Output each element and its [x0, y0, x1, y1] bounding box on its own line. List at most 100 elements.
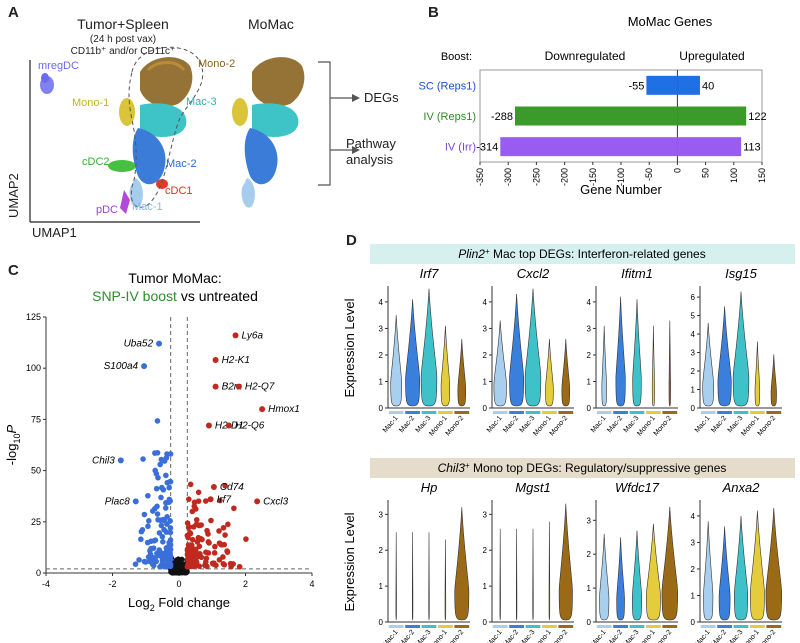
- output-analysis: analysis: [346, 152, 393, 167]
- violin-group-label: Mono-1: [636, 629, 657, 643]
- chart-c-point-up: [236, 563, 243, 570]
- violin-ytick-label: 3: [379, 510, 384, 519]
- chart-c-point-up: [204, 563, 210, 570]
- chart-c-gene-label: Irf7: [217, 494, 232, 505]
- violin-group-label: Mac-2: [398, 415, 416, 434]
- chart-c-point-down: [154, 511, 161, 517]
- chart-c-gene-label: Hmox1: [268, 404, 300, 415]
- chart-c-point-down: [145, 523, 151, 530]
- violin-ytick-label: 5: [691, 312, 696, 321]
- banner-regulatory: [370, 458, 795, 478]
- violin-shape: [440, 325, 451, 407]
- violin-group-bar: [509, 625, 524, 628]
- violin-gene-title: Ifitm1: [621, 266, 653, 281]
- chart-c-point-down: [166, 559, 173, 565]
- violin-ytick-label: 0: [483, 618, 488, 627]
- bracket: [318, 61, 331, 186]
- chart-c-point-up: [199, 536, 205, 543]
- violin-group-bar: [525, 625, 541, 628]
- chart-c-point-down: [167, 529, 174, 536]
- label-mregdc: mregDC: [38, 60, 79, 72]
- label-pdc: pDC: [96, 204, 119, 216]
- violin-ytick-label: 4: [691, 330, 696, 339]
- chart-c-point-labeled: [254, 498, 261, 505]
- chart-c-point-down: [158, 522, 165, 529]
- violin-group-bar: [733, 411, 749, 414]
- violin-ytick-label: 2: [587, 550, 592, 559]
- chart-c-point-labeled: [132, 498, 139, 505]
- violin-ytick-label: 3: [483, 324, 488, 333]
- chart-c-point-down: [153, 485, 160, 492]
- violin-shape: [703, 521, 714, 621]
- momac-umap-clusters: [232, 57, 305, 208]
- chart-c-gene-label: B2m: [222, 382, 243, 393]
- chart-b-down-value: -288: [491, 111, 513, 123]
- chart-c-xlabel: Log2 Fold change: [128, 595, 230, 613]
- chart-c-point-down: [148, 545, 154, 552]
- violin-group-bar: [613, 411, 628, 414]
- violin-ytick-label: 1: [379, 582, 384, 591]
- cluster-cdc2-points: [108, 160, 136, 172]
- violin-shape: [493, 320, 507, 407]
- chart-c-point-down: [161, 517, 167, 524]
- cluster-mono2-points: [140, 57, 193, 107]
- violin-shape: [615, 296, 626, 407]
- chart-c-point-down: [136, 557, 142, 563]
- chart-b-tick-label: -200: [560, 168, 570, 186]
- violin-group-label: Mac-2: [710, 629, 728, 643]
- chart-c-point-up: [216, 528, 222, 534]
- violin-group-bar: [421, 411, 437, 414]
- violin-ytick-label: 1: [587, 584, 592, 593]
- chart-c-point-down: [152, 555, 158, 562]
- violin-group-bar: [596, 411, 612, 414]
- chart-c-point-labeled: [141, 363, 148, 370]
- chart-c-point-up: [222, 482, 228, 489]
- chart-c-point-down: [158, 456, 165, 463]
- violin-group-bar: [662, 411, 678, 414]
- chart-c-point-ns: [180, 563, 186, 569]
- violin-group-label: Mono-2: [757, 415, 778, 438]
- cluster-mac1-points: [129, 178, 143, 208]
- chart-b-down-header: Downregulated: [545, 49, 626, 63]
- violin-ytick-label: 3: [483, 510, 488, 519]
- chart-c-point-down: [144, 539, 151, 546]
- violin-group-label: Mono-2: [549, 629, 570, 643]
- chart-c-point-down: [155, 516, 161, 523]
- chart-b-tick-label: -150: [588, 168, 598, 186]
- violin-ytick-label: 6: [691, 293, 696, 302]
- violin-group-label: Mono-1: [740, 629, 761, 643]
- chart-c-point-down: [167, 550, 173, 557]
- chart-c-point-down: [138, 528, 145, 535]
- violin-group-bar: [596, 625, 612, 628]
- chart-c-ytick-label: 75: [31, 414, 41, 424]
- row2-ylabel: Expression Level: [342, 512, 357, 611]
- chart-c-point-up: [184, 563, 191, 570]
- chart-c-point-up: [196, 563, 203, 569]
- chart-c-ytick-label: 0: [36, 568, 41, 578]
- cluster-pdc-points: [120, 190, 130, 214]
- panel-c-volcano: Tumor MoMac:SNP-IV boost vs untreated025…: [4, 270, 315, 613]
- violin-shape: [395, 532, 397, 621]
- chart-c-point-down: [149, 508, 156, 514]
- label-mono1: Mono-1: [72, 97, 110, 109]
- chart-c-gene-label: S100a4: [104, 361, 139, 372]
- violin-group-label: Mac-1: [590, 415, 608, 434]
- violin-shape: [734, 515, 748, 621]
- violin-ytick-label: 2: [379, 351, 384, 360]
- violin-group-label: Mac-1: [694, 415, 712, 434]
- violin-group-bar: [492, 411, 508, 414]
- banner-interferon-text: Plin2+ Mac top DEGs: Interferon-related …: [458, 247, 705, 261]
- violin-shape: [646, 523, 661, 621]
- chart-c-point-down: [141, 558, 148, 565]
- violin-gene-title: Anxa2: [722, 480, 761, 495]
- violin-group-bar: [525, 411, 541, 414]
- chart-c-point-up: [186, 496, 192, 502]
- chart-c-point-down: [164, 451, 170, 457]
- chart-c-point-up: [220, 524, 227, 531]
- chart-c-point-down: [163, 500, 169, 506]
- violin-shape: [545, 339, 554, 407]
- chart-c-point-up: [191, 503, 198, 510]
- violin-ytick-label: 1: [691, 591, 696, 600]
- chart-c-point-ns: [173, 557, 180, 563]
- chart-c-point-down: [167, 498, 174, 504]
